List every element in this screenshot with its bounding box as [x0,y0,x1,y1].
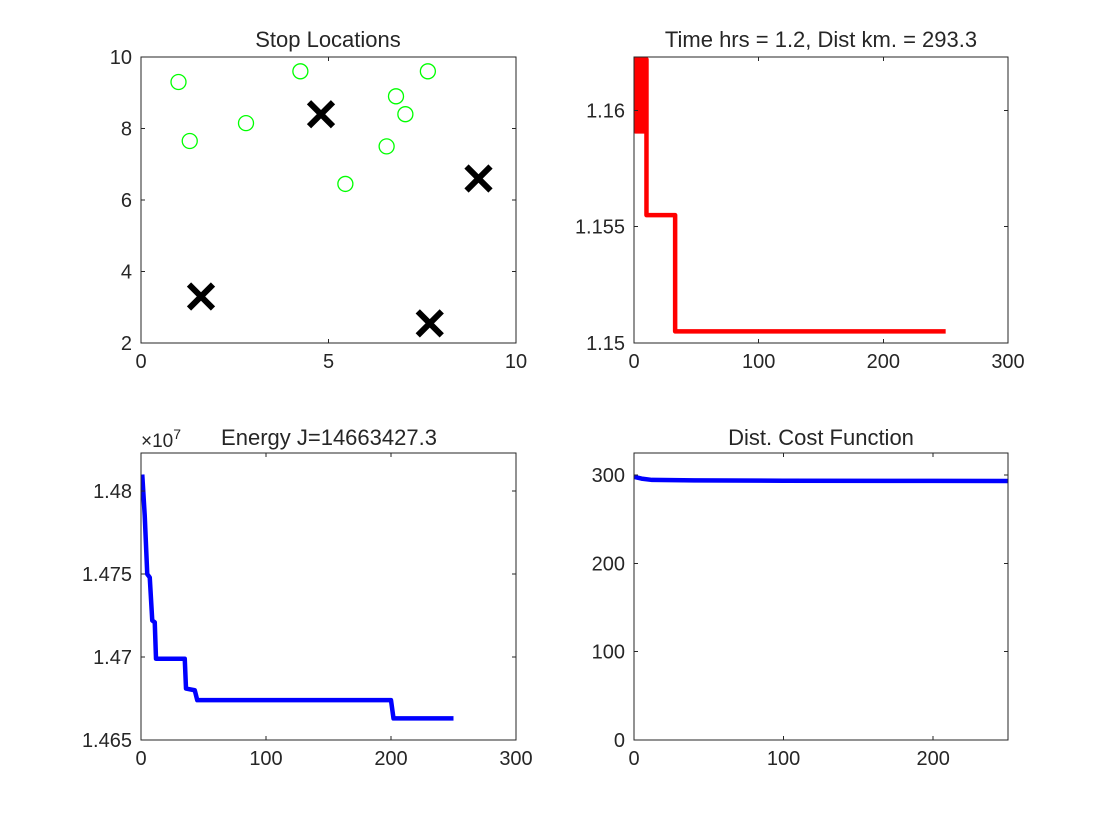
stops-xtick-label: 10 [505,351,527,373]
stops-circle-marker [337,175,354,193]
stops-circle-marker [237,114,255,132]
stops-ytick-label: 10 [110,47,132,69]
energy-ytick-label: 1.475 [82,564,132,586]
stops-circle-marker [419,63,437,80]
stops-x-marker [464,164,493,193]
energy-exponent-label: ×107 [141,426,181,452]
stops-x-marker [186,282,216,311]
dist-xtick-label: 200 [917,748,950,770]
time-title: Time hrs = 1.2, Dist km. = 293.3 [665,27,977,52]
stops-ytick-label: 4 [121,262,132,284]
stops-ytick-label: 2 [121,333,132,355]
stop-locations-title: Stop Locations [255,27,401,52]
stops-xtick-label: 5 [323,351,334,373]
time-ytick-label: 1.155 [575,217,625,239]
energy-series-line [141,474,454,721]
stops-circle-marker [397,106,414,123]
stops-circle-marker [292,63,309,80]
dist-cost-axes: Dist. Cost Function 0 100 200 0 100 200 300 [592,425,1009,770]
dist-ytick-label: 100 [592,642,625,664]
time-ytick-label: 1.16 [586,100,625,122]
time-axes: Time hrs = 1.2, Dist km. = 293.3 0 100 200… [575,27,1025,373]
energy-exponent-power: 7 [173,426,181,442]
energy-plot-box [140,452,517,741]
energy-xtick-label: 200 [374,748,407,770]
time-series-line [634,57,946,334]
dist-plot-box [633,452,1009,741]
time-xtick-label: 200 [867,351,900,373]
energy-xtick-label: 100 [249,748,282,770]
stops-circle-marker [387,88,405,105]
time-xtick-label: 100 [742,351,775,373]
time-xtick-label: 0 [628,351,639,373]
energy-ytick-label: 1.465 [82,730,132,752]
stops-circle-marker [170,73,187,91]
time-plot-box [633,56,1009,344]
dist-xtick-label: 0 [628,748,639,770]
energy-xtick-label: 300 [499,748,532,770]
energy-axes: Energy J=14663427.3 ×107 0 100 200 300 1.465… [82,425,533,770]
stops-xtick-label: 0 [135,351,146,373]
energy-ytick-label: 1.47 [93,647,132,669]
dist-ytick-label: 300 [592,465,625,487]
dist-cost-title: Dist. Cost Function [728,425,914,450]
energy-ytick-label: 1.48 [93,481,132,503]
stops-x-marker [306,100,336,129]
energy-xtick-label: 0 [135,748,146,770]
dist-series-line [634,474,1008,484]
time-ytick-label: 1.15 [586,333,625,355]
stops-ytick-label: 6 [121,190,132,212]
dist-ytick-label: 0 [614,730,625,752]
stops-ytick-label: 8 [121,119,132,141]
stop-locations-axes: Stop Locations 0 5 10 2 4 6 8 10 [110,27,527,373]
stops-circle-marker [181,132,198,150]
time-xtick-label: 300 [991,351,1024,373]
dist-ytick-label: 200 [592,553,625,575]
energy-title: Energy J=14663427.3 [221,425,437,450]
stops-circle-marker [378,138,395,155]
dist-xtick-label: 100 [767,748,800,770]
stops-x-marker [415,309,444,338]
